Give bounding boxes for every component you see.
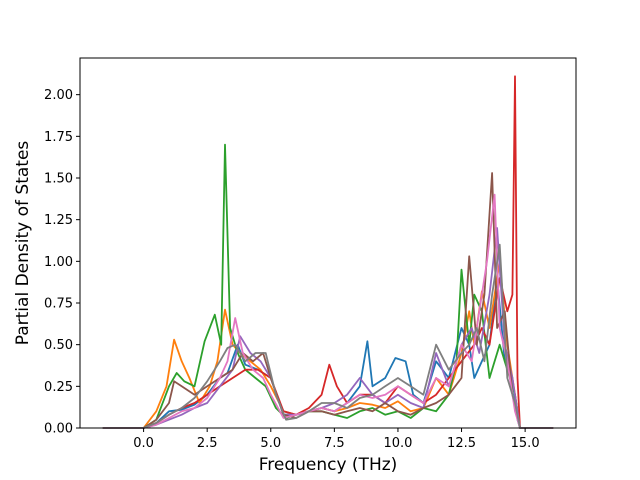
- y-tick-label: 0.00: [44, 422, 73, 437]
- y-tick-label: 1.75: [44, 130, 73, 145]
- x-tick-label: 5.0: [260, 436, 281, 451]
- x-tick-label: 7.5: [324, 436, 345, 451]
- x-axis-ticks: 0.0 2.5 5.0 7.5 10.0 12.5 15.0: [133, 428, 540, 451]
- x-tick-label: 0.0: [133, 436, 154, 451]
- x-axis-label: Frequency (THz): [259, 455, 398, 475]
- y-axis-ticks: 0.00 0.25 0.50 0.75 1.00 1.25 1.50 1.75 2.00: [44, 88, 80, 437]
- y-tick-label: 0.75: [44, 297, 73, 312]
- y-axis-label: Partial Density of States: [13, 141, 33, 346]
- series-line-7: [102, 193, 554, 429]
- plot-lines: [102, 75, 554, 429]
- y-tick-label: 0.25: [44, 380, 73, 395]
- plot-frame: [79, 57, 577, 429]
- y-tick-label: 0.50: [44, 338, 73, 353]
- x-tick-label: 2.5: [197, 436, 218, 451]
- series-line-6: [102, 172, 554, 429]
- y-tick-label: 1.25: [44, 213, 73, 228]
- x-tick-label: 15.0: [511, 436, 540, 451]
- x-tick-label: 12.5: [447, 436, 476, 451]
- series-line-8: [102, 243, 554, 429]
- y-tick-label: 1.50: [44, 172, 73, 187]
- y-tick-label: 1.00: [44, 255, 73, 270]
- x-tick-label: 10.0: [383, 436, 412, 451]
- y-tick-label: 2.00: [44, 88, 73, 103]
